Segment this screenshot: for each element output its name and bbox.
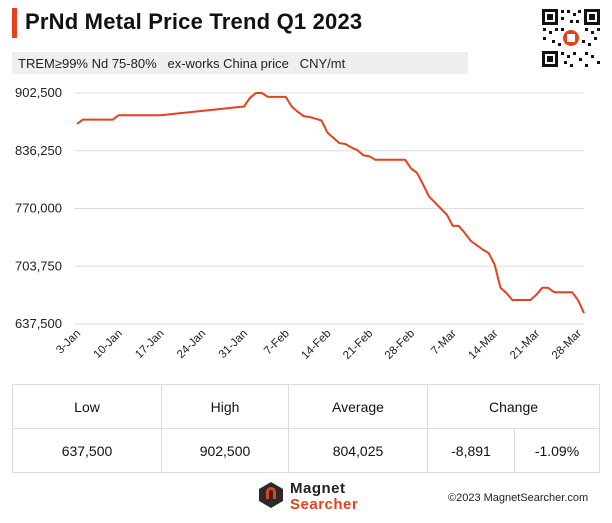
x-tick-label: 14-Feb [299,328,333,362]
x-tick-label: 17-Jan [133,328,166,361]
stats-header-average: Average [288,384,428,429]
logo-text-line2: Searcher [290,496,359,513]
stats-header-high: High [161,384,289,429]
x-tick-label: 21-Feb [341,328,375,362]
x-tick-label: 7-Feb [262,328,292,358]
chart-subtitle: TREM≥99% Nd 75-80% ex-works China price … [18,56,346,71]
magnet-searcher-logo: Magnet Searcher [258,478,378,514]
stats-value-row: 637,500 902,500 804,025 -8,891 -1.09% [12,428,600,473]
magnet-logo-icon [259,482,283,508]
price-series-line [76,92,585,314]
stats-average-value: 804,025 [288,428,428,473]
y-tick-label: 703,750 [15,258,62,273]
y-axis-tick-labels: 902,500 836,250 770,000 703,750 637,500 [15,85,62,331]
stats-low-value: 637,500 [12,428,162,473]
stats-header-row: Low High Average Change [12,384,600,429]
x-tick-label: 21-Mar [508,328,542,362]
qr-code-icon [541,8,601,68]
title-accent-bar [12,8,17,38]
x-axis-tick-labels: 3-Jan 10-Jan 17-Jan 24-Jan 31-Jan 7-Feb 14-Feb… [54,328,584,362]
chart-series [76,92,585,314]
y-tick-label: 770,000 [15,201,62,216]
x-tick-label: 28-Feb [383,328,417,362]
x-tick-label: 3-Jan [54,328,83,357]
stats-change-absolute: -8,891 [427,428,515,473]
x-tick-label: 7-Mar [429,328,459,358]
stats-high-value: 902,500 [161,428,289,473]
page-title: PrNd Metal Price Trend Q1 2023 [25,9,363,34]
y-tick-label: 836,250 [15,143,62,158]
copyright-text: ©2023 MagnetSearcher.com [448,492,589,504]
y-tick-label: 902,500 [15,85,62,100]
stats-table: Low High Average Change 637,500 902,500 … [12,384,600,473]
price-line-chart: 902,500 836,250 770,000 703,750 637,500 3-Ja… [15,85,585,362]
x-tick-label: 28-Mar [550,328,584,362]
x-tick-label: 10-Jan [92,328,125,361]
stats-header-change: Change [427,384,600,429]
x-tick-label: 24-Jan [175,328,208,361]
x-tick-label: 31-Jan [217,328,250,361]
logo-text-line1: Magnet [290,480,346,497]
stats-header-low: Low [12,384,162,429]
chart-grid [74,92,584,325]
x-tick-label: 14-Mar [466,328,500,362]
subtitle-box [12,52,468,74]
y-tick-label: 637,500 [15,316,62,331]
stats-change-percent: -1.09% [514,428,600,473]
